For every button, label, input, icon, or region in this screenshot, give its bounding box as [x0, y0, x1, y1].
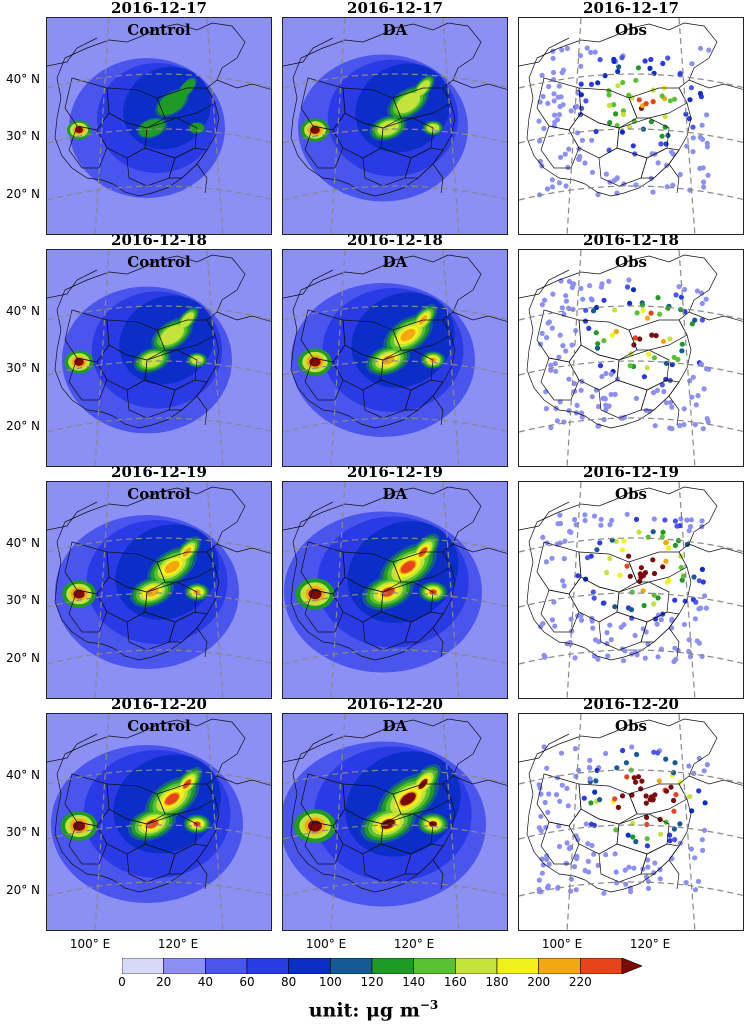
map-canvas [519, 250, 743, 466]
panel-date-title: 2016-12-17 [583, 0, 679, 17]
map-panel-da: DA [282, 17, 508, 235]
panel-label: DA [382, 253, 408, 271]
colorbar-segment [246, 957, 289, 975]
panel-date-title: 2016-12-17 [111, 0, 207, 17]
colorbar-tick-label: 160 [443, 975, 467, 989]
colorbar-segment [121, 957, 164, 975]
longitude-label: 120° E [157, 937, 199, 951]
map-panel-control: Control [46, 481, 272, 699]
colorbar-tick-label: 0 [118, 975, 126, 989]
panel-label: DA [382, 485, 408, 503]
panel-label: Obs [615, 717, 647, 735]
panel-label: Obs [615, 21, 647, 39]
panel-date-title: 2016-12-17 [347, 0, 443, 17]
latitude-label: 20° N [5, 187, 40, 201]
unit-exponent: −3 [419, 998, 439, 1012]
longitude-label: 100° E [305, 937, 347, 951]
map-canvas [519, 18, 743, 234]
panel-label: DA [382, 717, 408, 735]
map-panel-control: Control [46, 713, 272, 931]
map-panel-control: Control [46, 249, 272, 467]
panel-label: Obs [615, 485, 647, 503]
colorbar-bar [121, 957, 643, 975]
colorbar-segment [455, 957, 498, 975]
panel-label: Control [127, 21, 191, 39]
colorbar-segment [580, 957, 623, 975]
latitude-label: 40° N [5, 768, 40, 782]
colorbar-tick-label: 60 [239, 975, 255, 989]
map-panel-da: DA [282, 713, 508, 931]
map-panel-da: DA [282, 481, 508, 699]
colorbar-tick-label: 40 [197, 975, 213, 989]
panel-date-title: 2016-12-18 [111, 231, 207, 249]
panel-date-title: 2016-12-20 [347, 695, 443, 713]
colorbar-tick-label: 80 [281, 975, 297, 989]
map-panel-obs: Obs [518, 481, 744, 699]
panel-label: Control [127, 485, 191, 503]
latitude-label: 30° N [5, 825, 40, 839]
longitude-label: 100° E [541, 937, 583, 951]
colorbar-tick-label: 100 [318, 975, 342, 989]
colorbar-segment [163, 957, 206, 975]
colorbar-tick-label: 200 [527, 975, 551, 989]
longitude-label: 100° E [69, 937, 111, 951]
panel-date-title: 2016-12-18 [583, 231, 679, 249]
colorbar-segment [330, 957, 373, 975]
panel-date-title: 2016-12-18 [347, 231, 443, 249]
colorbar-segment [496, 957, 539, 975]
colorbar-tick-label: 180 [485, 975, 509, 989]
colorbar [121, 957, 643, 975]
colorbar-segment [538, 957, 581, 975]
latitude-label: 40° N [5, 304, 40, 318]
map-canvas [47, 482, 271, 698]
panel-date-title: 2016-12-20 [111, 695, 207, 713]
colorbar-tick-label: 20 [156, 975, 172, 989]
panel-label: Obs [615, 253, 647, 271]
longitude-label: 120° E [393, 937, 435, 951]
unit-text: unit: μg m [308, 999, 420, 1022]
map-canvas [283, 482, 507, 698]
latitude-label: 30° N [5, 129, 40, 143]
panel-date-title: 2016-12-20 [583, 695, 679, 713]
map-panel-da: DA [282, 249, 508, 467]
map-panel-obs: Obs [518, 713, 744, 931]
map-canvas [283, 18, 507, 234]
map-canvas [47, 18, 271, 234]
map-canvas [283, 250, 507, 466]
map-canvas [519, 482, 743, 698]
map-canvas [47, 714, 271, 930]
map-panel-obs: Obs [518, 17, 744, 235]
latitude-label: 30° N [5, 593, 40, 607]
latitude-label: 40° N [5, 536, 40, 550]
colorbar-tick-label: 120 [360, 975, 384, 989]
panel-label: Control [127, 253, 191, 271]
latitude-label: 20° N [5, 419, 40, 433]
latitude-label: 20° N [5, 883, 40, 897]
panel-date-title: 2016-12-19 [111, 463, 207, 481]
latitude-label: 20° N [5, 651, 40, 665]
map-panel-obs: Obs [518, 249, 744, 467]
colorbar-tick-label: 220 [568, 975, 592, 989]
colorbar-segment [288, 957, 331, 975]
latitude-label: 30° N [5, 361, 40, 375]
panel-date-title: 2016-12-19 [583, 463, 679, 481]
map-canvas [519, 714, 743, 930]
colorbar-segment [371, 957, 414, 975]
colorbar-tick-label: 140 [402, 975, 426, 989]
colorbar-segment [205, 957, 248, 975]
unit-label: unit: μg m−3 [0, 998, 747, 1021]
map-panel-control: Control [46, 17, 272, 235]
colorbar-extend-arrow [621, 957, 643, 975]
latitude-label: 40° N [5, 72, 40, 86]
longitude-label: 120° E [629, 937, 671, 951]
panel-date-title: 2016-12-19 [347, 463, 443, 481]
colorbar-segment [413, 957, 456, 975]
map-canvas [47, 250, 271, 466]
panel-label: DA [382, 21, 408, 39]
map-canvas [283, 714, 507, 930]
panel-label: Control [127, 717, 191, 735]
